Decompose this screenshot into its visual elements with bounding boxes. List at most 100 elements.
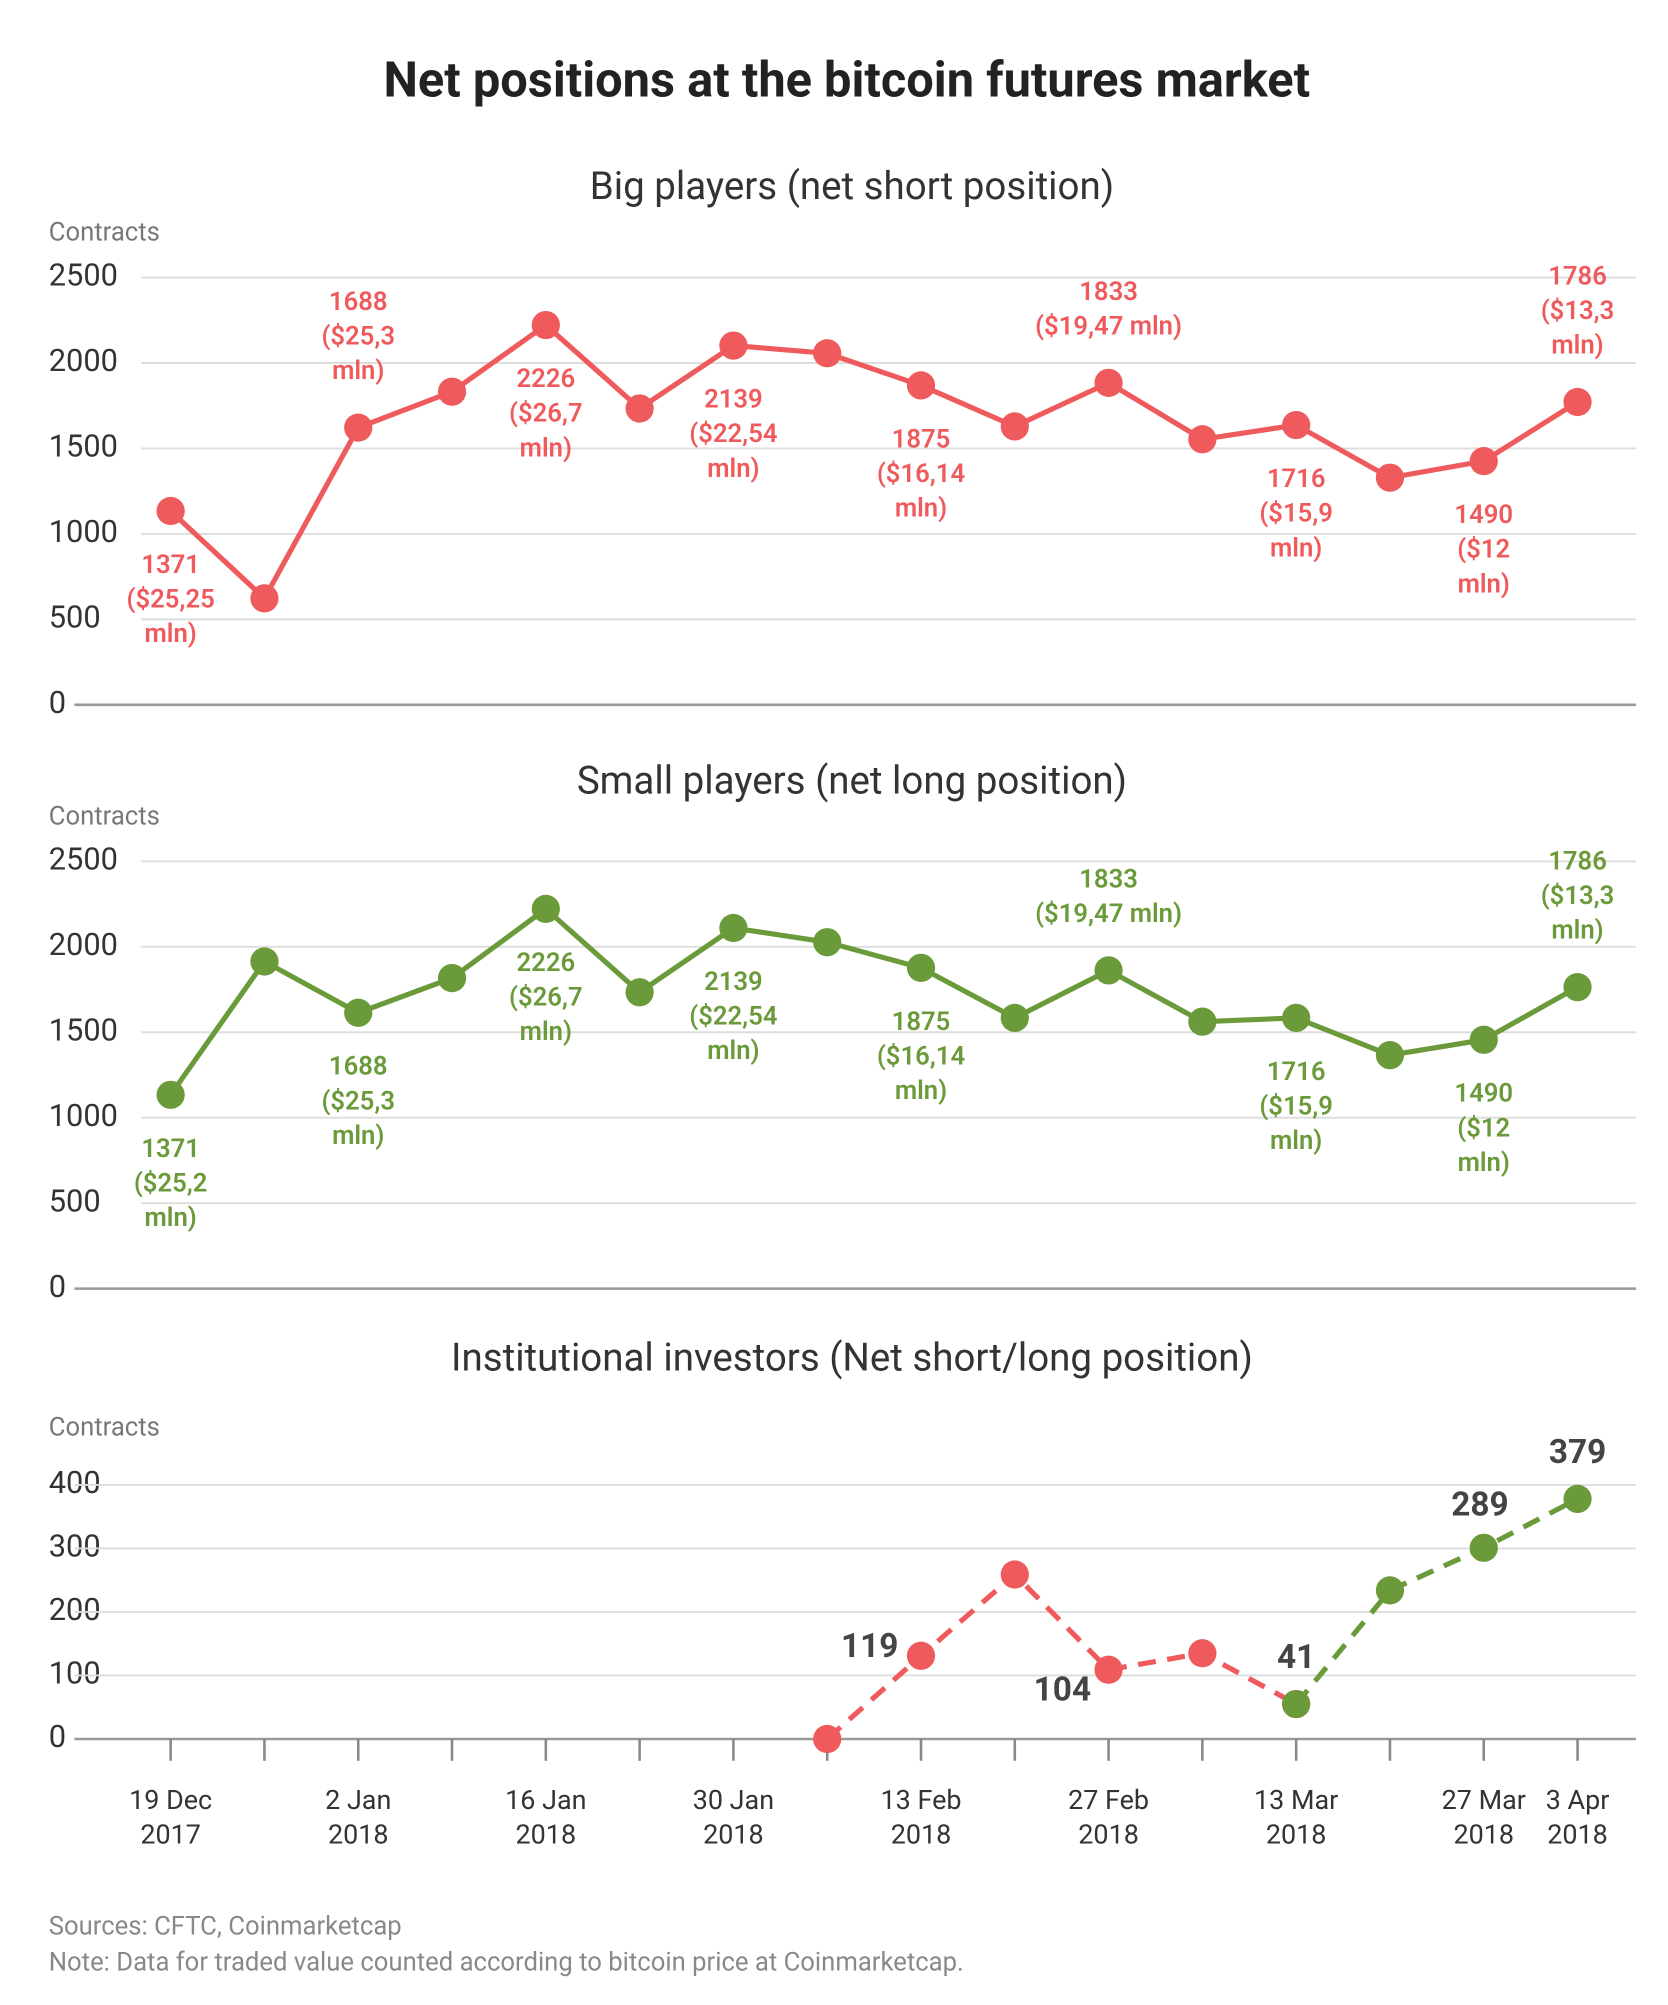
point [531, 894, 560, 923]
series-line [825, 1571, 1298, 1741]
point [1469, 447, 1498, 476]
annotation: ($26,7 [509, 982, 583, 1012]
y-tick-label: 0 [49, 684, 66, 721]
chart-title: Net positions at the bitcoin futures mar… [384, 52, 1311, 109]
annotation: 289 [1451, 1486, 1508, 1525]
y-tick-label: 500 [49, 599, 101, 636]
x-tick-label: 3 Apr [1546, 1784, 1610, 1816]
y-tick-label: 0 [49, 1268, 66, 1305]
point [1563, 973, 1592, 1002]
y-tick-label: 1500 [49, 428, 118, 465]
annotation: mln) [1458, 569, 1510, 599]
point [1375, 1041, 1405, 1070]
annotation: ($16,14 [877, 1041, 965, 1071]
annotation: 2226 [517, 948, 576, 978]
annotation: mln) [520, 1017, 572, 1047]
point [1375, 463, 1405, 492]
point [813, 928, 842, 957]
annotation: 1371 [141, 550, 200, 580]
x-tick-label: 27 Feb [1068, 1784, 1149, 1816]
point [344, 413, 373, 442]
annotation: ($25,2 [134, 1168, 208, 1198]
annotation: 1371 [141, 1134, 200, 1164]
annotation: mln) [895, 494, 947, 524]
annotation: ($25,3 [321, 322, 395, 352]
point [437, 963, 467, 993]
x-tick-label: 27 Mar [1442, 1784, 1526, 1816]
annotation: 1688 [329, 1052, 388, 1082]
annotation: 2226 [517, 364, 576, 394]
x-tick-label: 2018 [516, 1819, 577, 1851]
annotation: mln) [1458, 1148, 1510, 1178]
annotation: 1716 [1267, 1057, 1326, 1087]
annotation: 1716 [1267, 464, 1326, 494]
annotation: 119 [841, 1627, 898, 1666]
annotation: mln) [145, 1203, 197, 1233]
annotation: ($13,3 [1541, 881, 1615, 911]
annotation: 1875 [892, 1007, 951, 1037]
point [531, 310, 560, 340]
x-tick-label: 30 Jan [693, 1784, 774, 1816]
annotation: ($16,14 [877, 459, 965, 489]
point [1563, 387, 1592, 417]
series-line [168, 322, 1579, 601]
y-axis-label: Contracts [49, 218, 160, 248]
annotation: 2139 [704, 967, 763, 997]
annotation: 1688 [329, 287, 388, 317]
point [1094, 368, 1123, 397]
y-tick-label: 1000 [49, 1097, 118, 1134]
annotation: ($26,7 [509, 399, 583, 429]
y-tick-label: 300 [49, 1528, 101, 1565]
annotation: 379 [1549, 1433, 1606, 1472]
point [1563, 1484, 1592, 1514]
x-tick-label: 2 Jan [325, 1784, 391, 1816]
series-line [168, 906, 1579, 1097]
point [625, 978, 654, 1007]
point [813, 339, 842, 368]
annotation: mln) [1551, 916, 1603, 946]
panel-title: Small players (net long position) [577, 758, 1127, 803]
annotation: 1833 [1079, 277, 1138, 307]
panel-title: Big players (net short position) [590, 164, 1114, 209]
y-axis-label: Contracts [49, 802, 160, 832]
y-tick-label: 100 [49, 1655, 101, 1692]
point [250, 947, 279, 976]
annotation: 2139 [704, 385, 763, 415]
annotation: mln) [520, 433, 572, 463]
y-tick-label: 2500 [49, 257, 118, 294]
point [156, 496, 185, 526]
x-tick-label: 2018 [1547, 1819, 1608, 1851]
y-tick-label: 2500 [49, 841, 118, 878]
x-tick-label: 13 Mar [1254, 1784, 1338, 1816]
point [625, 394, 654, 423]
y-tick-label: 2000 [49, 342, 118, 379]
annotation: mln) [145, 619, 197, 649]
annotation: 1786 [1548, 846, 1607, 876]
point [1375, 1576, 1405, 1605]
point [1282, 410, 1311, 440]
annotation: ($25,3 [321, 1086, 395, 1116]
annotation: mln) [1270, 533, 1322, 563]
annotation: mln) [1551, 331, 1603, 361]
point [813, 1724, 842, 1754]
y-axis-label: Contracts [49, 1412, 160, 1442]
panel-title: Institutional investors (Net short/long … [451, 1336, 1253, 1381]
point [1469, 1533, 1498, 1562]
y-tick-label: 1500 [49, 1011, 118, 1048]
point [1469, 1025, 1498, 1054]
x-tick-label: 19 Dec [129, 1784, 212, 1816]
annotation: ($25,25 [127, 585, 215, 615]
point [344, 998, 373, 1027]
annotation: ($12 [1457, 535, 1510, 565]
annotation: 41 [1277, 1638, 1315, 1677]
point [437, 377, 467, 406]
annotation: 1833 [1079, 864, 1138, 894]
annotation: mln) [895, 1076, 947, 1106]
y-tick-label: 2000 [49, 926, 118, 963]
x-tick-label: 2018 [703, 1819, 764, 1851]
x-tick-label: 2017 [140, 1819, 201, 1851]
annotation: mln) [332, 356, 384, 386]
annotation: ($22,54 [689, 1002, 777, 1032]
point [719, 331, 748, 360]
